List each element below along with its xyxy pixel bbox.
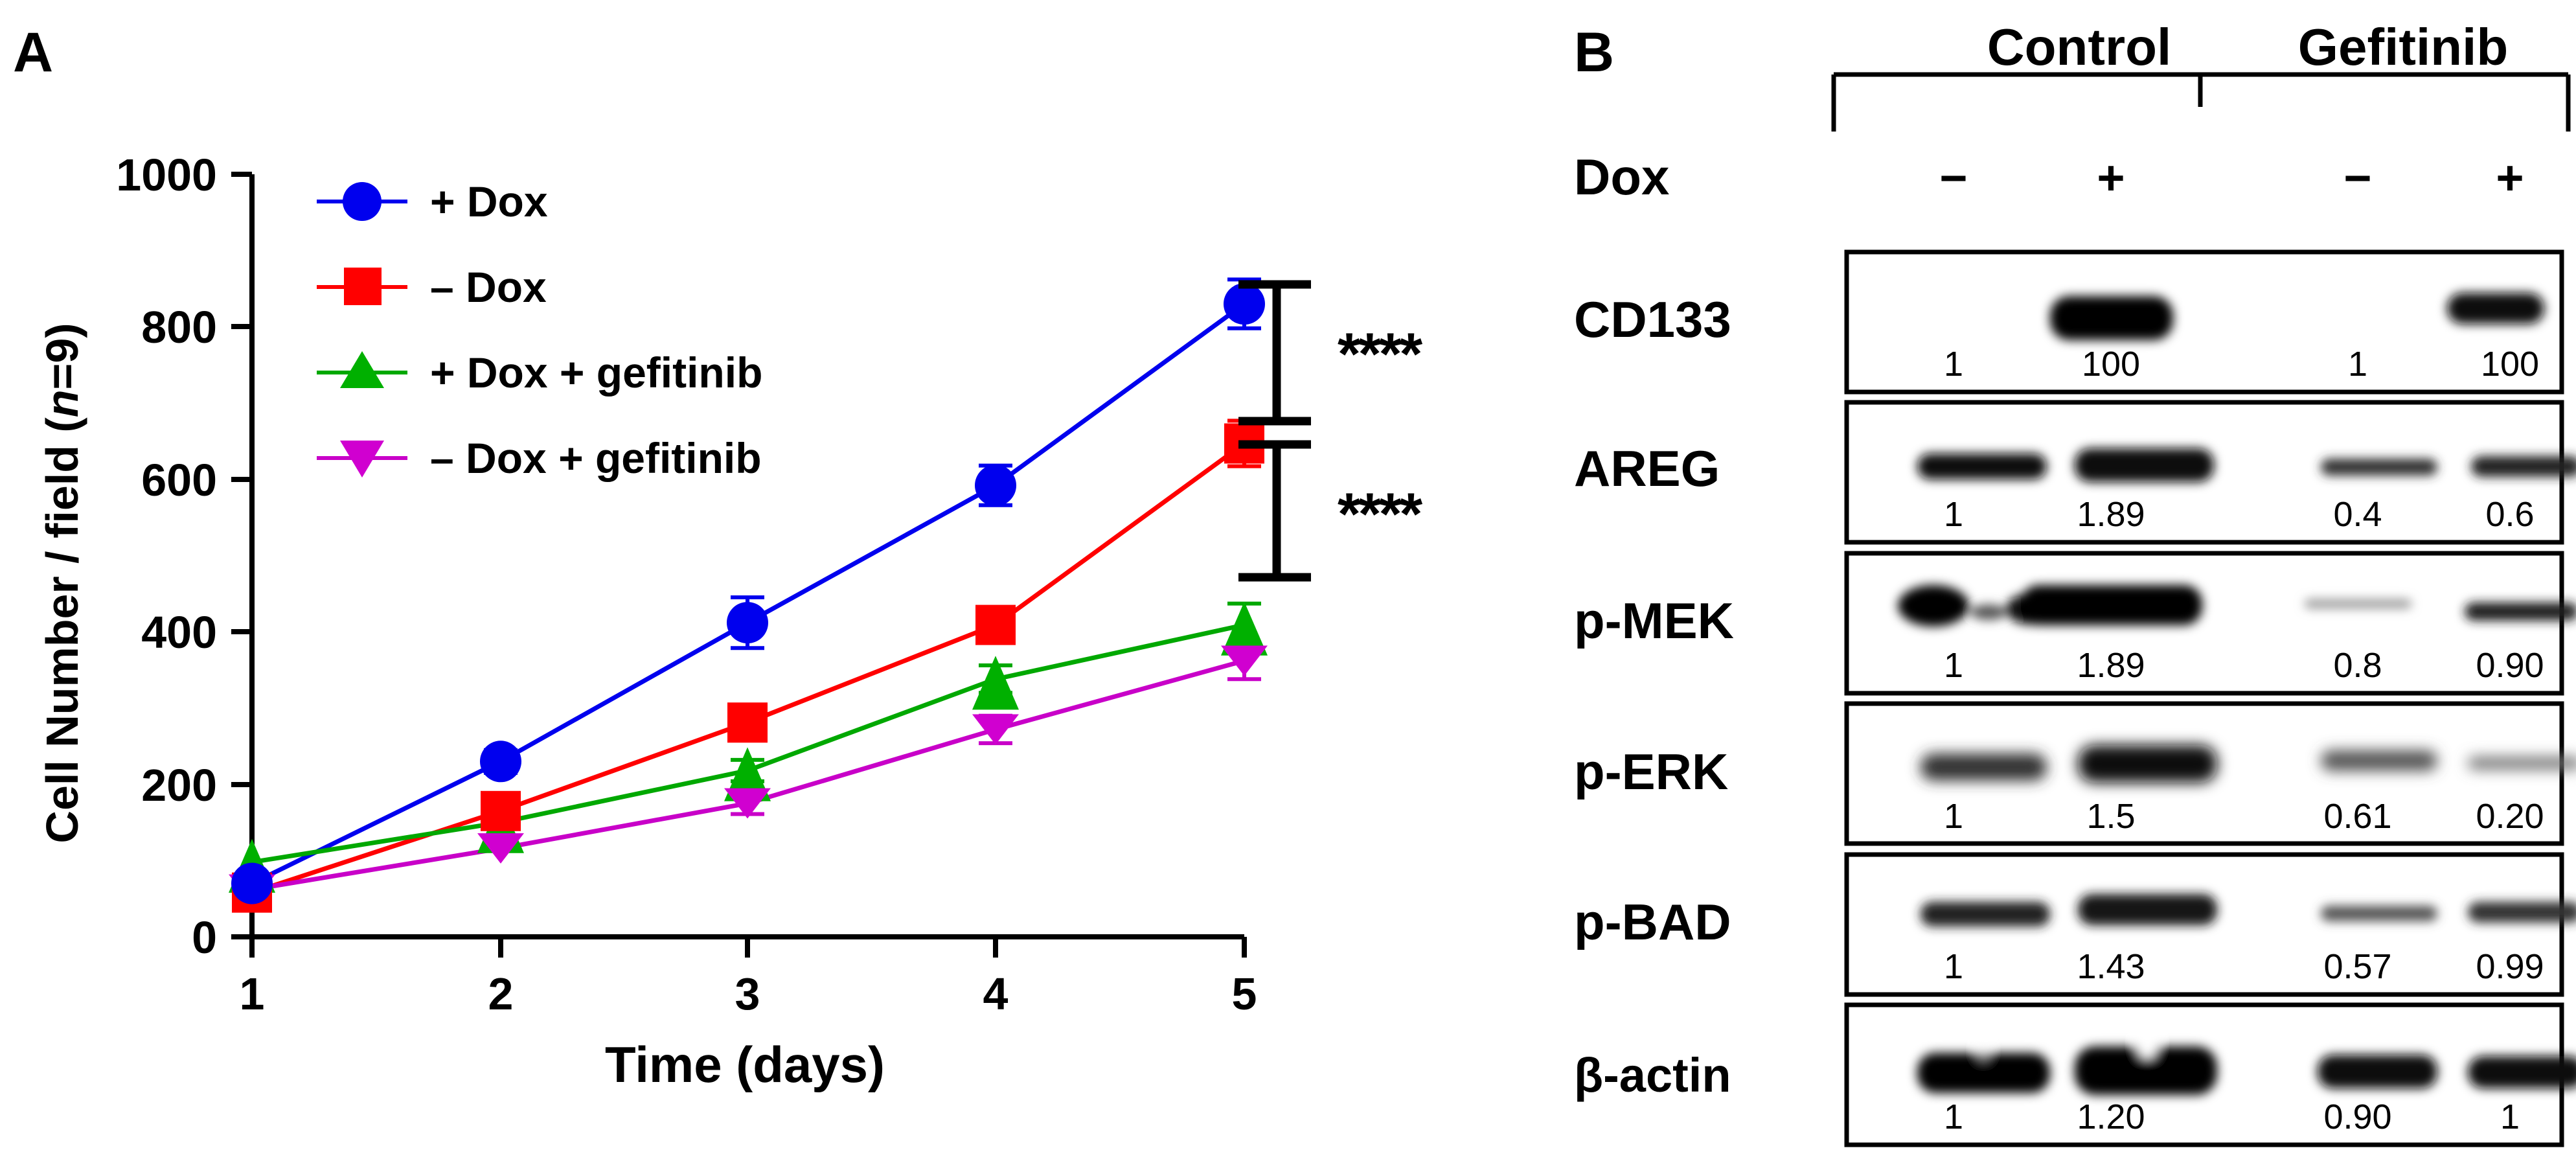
svg-text:1: 1 <box>1944 947 1963 986</box>
svg-text:3: 3 <box>735 969 760 1019</box>
svg-text:Control: Control <box>1987 18 2171 76</box>
svg-text:p-ERK: p-ERK <box>1574 743 1728 800</box>
svg-text:1: 1 <box>1944 646 1963 685</box>
svg-text:1: 1 <box>2348 345 2367 384</box>
svg-text:Time (days): Time (days) <box>605 1036 885 1093</box>
svg-text:+ Dox: + Dox <box>430 178 548 225</box>
svg-text:600: 600 <box>141 455 217 505</box>
svg-text:0.90: 0.90 <box>2476 646 2544 685</box>
svg-text:400: 400 <box>141 607 217 658</box>
svg-text:100: 100 <box>2082 345 2140 384</box>
svg-text:Gefitinib: Gefitinib <box>2298 18 2508 76</box>
svg-text:5: 5 <box>1232 969 1257 1019</box>
svg-text:+ Dox + gefitinib: + Dox + gefitinib <box>430 349 762 397</box>
svg-text:0.20: 0.20 <box>2476 797 2544 836</box>
svg-text:– Dox: – Dox <box>430 263 547 311</box>
svg-text:100: 100 <box>2481 345 2539 384</box>
svg-text:1: 1 <box>1944 797 1963 836</box>
svg-text:Cell Number / field (n=9): Cell Number / field (n=9) <box>37 323 87 843</box>
svg-text:4: 4 <box>983 969 1009 1019</box>
svg-text:CD133: CD133 <box>1574 291 1731 348</box>
svg-text:****: **** <box>1338 481 1422 547</box>
svg-text:1000: 1000 <box>116 150 217 200</box>
svg-text:1.20: 1.20 <box>2077 1098 2145 1136</box>
svg-text:B: B <box>1574 21 1614 84</box>
svg-text:1.89: 1.89 <box>2077 495 2145 534</box>
svg-text:+: + <box>2097 151 2125 205</box>
svg-text:0.4: 0.4 <box>2333 495 2382 534</box>
svg-text:1: 1 <box>1944 1098 1963 1136</box>
svg-text:A: A <box>13 21 53 84</box>
svg-text:0.6: 0.6 <box>2485 495 2534 534</box>
svg-text:1: 1 <box>1944 495 1963 534</box>
svg-text:Dox: Dox <box>1574 148 1669 205</box>
svg-text:0.61: 0.61 <box>2323 797 2391 836</box>
svg-text:1: 1 <box>2500 1098 2520 1136</box>
svg-text:200: 200 <box>141 760 217 810</box>
svg-text:−: − <box>2343 151 2371 205</box>
svg-text:0.90: 0.90 <box>2323 1098 2391 1136</box>
svg-text:0.57: 0.57 <box>2323 947 2391 986</box>
svg-text:1: 1 <box>240 969 265 1019</box>
svg-text:AREG: AREG <box>1574 440 1720 497</box>
svg-text:1.5: 1.5 <box>2086 797 2135 836</box>
svg-text:0: 0 <box>192 912 217 963</box>
svg-text:– Dox + gefitinib: – Dox + gefitinib <box>430 434 762 482</box>
svg-text:p-MEK: p-MEK <box>1574 592 1734 649</box>
svg-text:0.99: 0.99 <box>2476 947 2544 986</box>
svg-text:0.8: 0.8 <box>2333 646 2382 685</box>
svg-text:1.43: 1.43 <box>2077 947 2145 986</box>
svg-text:1: 1 <box>1944 345 1963 384</box>
svg-text:****: **** <box>1338 321 1422 387</box>
svg-text:p-BAD: p-BAD <box>1574 893 1731 950</box>
svg-text:1.89: 1.89 <box>2077 646 2145 685</box>
svg-text:−: − <box>1939 151 1967 205</box>
svg-text:β-actin: β-actin <box>1574 1048 1731 1102</box>
svg-text:2: 2 <box>488 969 514 1019</box>
svg-text:800: 800 <box>141 302 217 352</box>
svg-text:+: + <box>2496 151 2524 205</box>
